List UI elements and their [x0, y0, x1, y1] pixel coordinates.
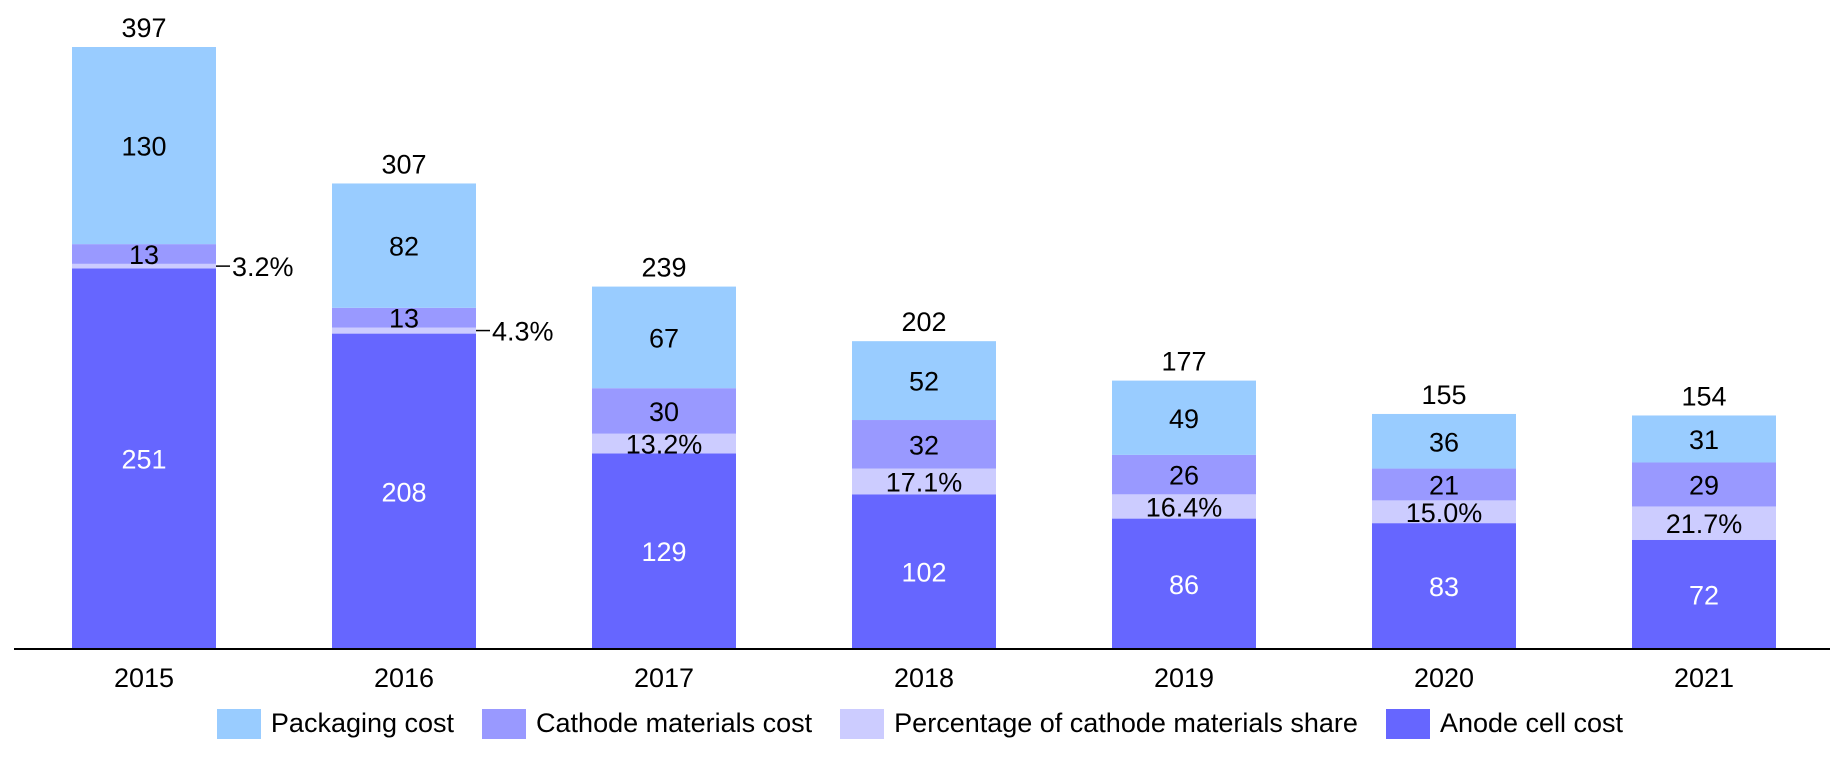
- bar-cathode-2021: [1632, 462, 1776, 507]
- legend-label: Percentage of cathode materials share: [894, 708, 1358, 738]
- legend-swatch: [1385, 708, 1430, 739]
- legend-label: Anode cell cost: [1439, 708, 1624, 738]
- label-total-2021: 154: [1681, 381, 1726, 411]
- legend-item: Cathode materials cost: [482, 708, 812, 739]
- label-anode-2020: 83: [1429, 572, 1459, 602]
- label-packaging-2016: 82: [389, 232, 419, 262]
- x-tick-label-2017: 2017: [634, 663, 694, 693]
- bar-anode-2016: [332, 333, 476, 649]
- x-tick-label-2021: 2021: [1674, 663, 1734, 693]
- bar-cathode-2016: [332, 307, 476, 328]
- bar-anode-2017: [592, 453, 736, 649]
- x-tick-label-2018: 2018: [894, 663, 954, 693]
- label-cathode-2017: 30: [649, 397, 679, 427]
- legend-item: Percentage of cathode materials share: [840, 708, 1358, 739]
- legend-swatch: [216, 708, 261, 739]
- bar-packaging-2021: [1632, 415, 1776, 463]
- bar-percentage-2015: [72, 263, 216, 269]
- x-tick-label-2019: 2019: [1154, 663, 1214, 693]
- label-packaging-2015: 130: [121, 132, 166, 162]
- label-anode-2018: 102: [901, 558, 946, 588]
- legend-item: Anode cell cost: [1385, 708, 1624, 739]
- legend-swatch: [840, 708, 885, 739]
- bar-percentage-2018: [852, 468, 996, 495]
- label-percentage-2021: 21.7%: [1666, 509, 1743, 539]
- label-cathode-2016: 13: [389, 304, 419, 334]
- label-packaging-2021: 31: [1689, 425, 1719, 455]
- bar-anode-2019: [1112, 518, 1256, 649]
- label-total-2016: 307: [381, 149, 426, 179]
- label-cathode-2015: 13: [129, 240, 159, 270]
- x-tick-label-2016: 2016: [374, 663, 434, 693]
- label-packaging-2020: 36: [1429, 427, 1459, 457]
- label-cathode-2018: 32: [909, 430, 939, 460]
- label-cathode-2020: 21: [1429, 470, 1459, 500]
- label-anode-2021: 72: [1689, 580, 1719, 610]
- bar-percentage-2016: [332, 327, 476, 334]
- bar-packaging-2016: [332, 183, 476, 308]
- legend-label: Cathode materials cost: [536, 708, 813, 738]
- legend: Packaging cost Cathode materials cost Perc…: [0, 708, 1840, 739]
- bar-cathode-2018: [852, 420, 996, 469]
- label-percentage-2019: 16.4%: [1146, 492, 1223, 522]
- label-cathode-2019: 26: [1169, 461, 1199, 491]
- label-packaging-2017: 67: [649, 323, 679, 353]
- x-tick-label-2020: 2020: [1414, 663, 1474, 693]
- label-percentage-2015: 3.2%: [232, 252, 294, 282]
- bar-anode-2020: [1372, 523, 1516, 649]
- bar-packaging-2018: [852, 341, 996, 421]
- bar-cathode-2017: [592, 388, 736, 434]
- label-percentage-2017: 13.2%: [626, 430, 703, 460]
- bar-anode-2018: [852, 494, 996, 649]
- legend-label: Packaging cost: [270, 708, 455, 738]
- bar-cathode-2020: [1372, 468, 1516, 501]
- label-total-2020: 155: [1421, 380, 1466, 410]
- label-percentage-2020: 15.0%: [1406, 498, 1483, 528]
- label-total-2019: 177: [1161, 347, 1206, 377]
- label-percentage-2018: 17.1%: [886, 467, 963, 497]
- stacked-bar-chart: 251 3.2% 13 130 397 2015 208 4.3% 13 82 307 2016 129…: [14, 13, 1830, 693]
- label-cathode-2021: 29: [1689, 470, 1719, 500]
- bar-percentage-2017: [592, 433, 736, 454]
- legend-swatch: [482, 708, 527, 739]
- bar-percentage-2019: [1112, 494, 1256, 519]
- label-packaging-2019: 49: [1169, 404, 1199, 434]
- bar-packaging-2019: [1112, 380, 1256, 455]
- bar-anode-2015: [72, 268, 216, 649]
- label-total-2015: 397: [121, 13, 166, 43]
- bar-anode-2021: [1632, 539, 1776, 649]
- label-packaging-2018: 52: [909, 367, 939, 397]
- label-percentage-2016: 4.3%: [492, 317, 554, 347]
- label-anode-2017: 129: [641, 537, 686, 567]
- bar-cathode-2015: [72, 244, 216, 264]
- bar-packaging-2020: [1372, 413, 1516, 469]
- bar-cathode-2019: [1112, 454, 1256, 495]
- label-anode-2015: 251: [121, 445, 166, 475]
- bar-packaging-2017: [592, 286, 736, 389]
- label-total-2017: 239: [641, 253, 686, 283]
- label-anode-2019: 86: [1169, 570, 1199, 600]
- bar-percentage-2020: [1372, 500, 1516, 524]
- bar-packaging-2015: [72, 47, 216, 245]
- label-total-2018: 202: [901, 307, 946, 337]
- x-tick-label-2015: 2015: [114, 663, 174, 693]
- bar-percentage-2021: [1632, 506, 1776, 540]
- legend-item: Packaging cost: [216, 708, 455, 739]
- label-anode-2016: 208: [381, 477, 426, 507]
